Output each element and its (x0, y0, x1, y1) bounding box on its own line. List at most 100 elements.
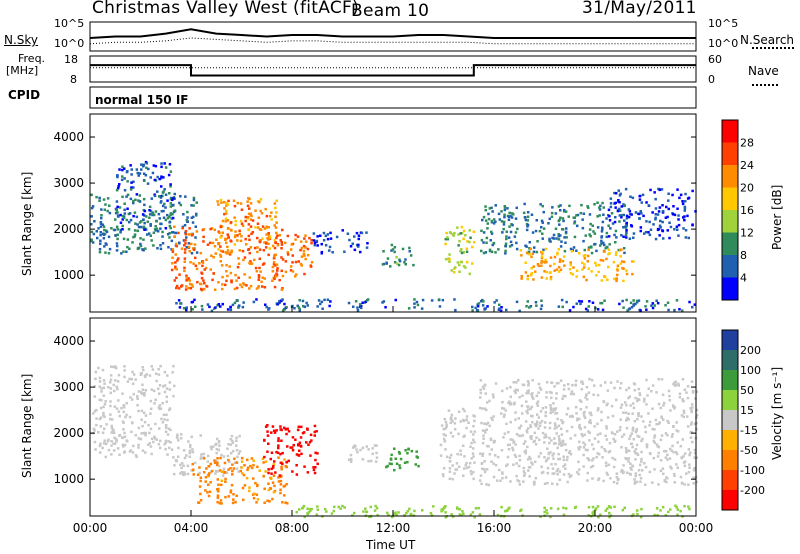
nave-legend-line (752, 84, 778, 86)
velocity-cell (551, 454, 554, 457)
power-cell (217, 242, 220, 246)
velocity-cell (605, 438, 609, 441)
power-cell (187, 245, 191, 249)
velocity-cell (301, 431, 305, 435)
velocity-cell (552, 457, 555, 460)
power-cell (194, 236, 197, 239)
power-cell (510, 243, 514, 247)
velocity-cell (113, 405, 117, 408)
velocity-cell (462, 474, 465, 477)
velocity-cell (157, 387, 160, 390)
velocity-cell (619, 426, 622, 429)
velocity-cell (660, 415, 663, 418)
velocity-cell (595, 507, 598, 510)
power-cell (226, 219, 230, 222)
velocity-cell (215, 447, 219, 451)
power-cell (268, 214, 272, 218)
velocity-cell (654, 418, 658, 422)
velocity-cell (608, 442, 612, 445)
velocity-cell (551, 482, 554, 485)
power-cell (653, 191, 656, 194)
velocity-cell (109, 413, 112, 416)
velocity-cell (505, 387, 509, 390)
power-cell (495, 299, 498, 302)
velocity-cell (349, 460, 353, 463)
velocity-cell (521, 394, 524, 397)
power-cell (365, 246, 369, 249)
power-cell (265, 233, 268, 236)
velocity-cell (459, 449, 462, 452)
power-cell (224, 220, 228, 223)
velocity-cell (199, 476, 203, 479)
velocity-cell (170, 448, 174, 451)
power-cell (573, 216, 577, 219)
power-cell (599, 301, 602, 305)
power-cell (559, 234, 562, 237)
velocity-cell (604, 449, 607, 453)
velocity-cell (686, 415, 689, 418)
power-cell (271, 244, 275, 248)
velocity-cell (163, 384, 167, 387)
velocity-cell (545, 396, 548, 399)
power-cell (520, 277, 523, 280)
velocity-cell (398, 452, 401, 455)
velocity-cell (224, 477, 227, 481)
velocity-cell (375, 506, 379, 510)
velocity-cell (235, 461, 238, 464)
power-cell (651, 302, 655, 305)
power-cell (205, 285, 209, 288)
velocity-cell (636, 399, 639, 403)
velocity-cell (553, 437, 556, 440)
power-cell (263, 286, 267, 289)
power-cell (675, 299, 679, 302)
velocity-cell (627, 418, 630, 421)
velocity-cell (220, 502, 223, 505)
power-cell (622, 306, 625, 309)
velocity-cell (615, 475, 619, 479)
velocity-cell (110, 426, 114, 430)
power-heatmap (90, 160, 697, 313)
power-cell (645, 300, 649, 303)
power-cell (202, 287, 206, 291)
power-cell (285, 306, 288, 309)
velocity-cell (616, 430, 619, 433)
velocity-cell (550, 396, 553, 400)
velocity-cell (640, 460, 643, 463)
velocity-cell (227, 495, 230, 498)
power-cell (154, 210, 158, 213)
power-cell (540, 261, 543, 264)
power-cell (194, 256, 197, 260)
power-cell (114, 211, 118, 215)
power-cell (141, 248, 144, 251)
power-cell (259, 270, 262, 273)
power-cell (167, 173, 171, 177)
power-cell (167, 246, 170, 249)
velocity-cell (233, 461, 237, 464)
velocity-cell (121, 420, 125, 423)
power-cell (289, 269, 293, 272)
power-cell (541, 204, 544, 208)
power-cell (130, 186, 133, 189)
power-cell (303, 237, 306, 240)
velocity-cell (246, 466, 250, 469)
velocity-cell (243, 464, 246, 467)
power-cell (121, 175, 124, 178)
velocity-cell (279, 491, 282, 495)
velocity-cell (690, 409, 693, 412)
power-cell (316, 305, 319, 308)
power-cell (274, 264, 277, 267)
power-cell (161, 242, 165, 245)
power-cell (185, 236, 188, 239)
power-cell (230, 279, 233, 282)
velocity-cell (114, 437, 118, 441)
power-cell (121, 224, 124, 228)
velocity-cell (527, 408, 530, 411)
power-cell (247, 228, 251, 232)
power-cell (270, 218, 273, 221)
velocity-cell (625, 419, 628, 422)
velocity-cell (179, 437, 183, 440)
velocity-cell (578, 417, 581, 421)
velocity-cell (652, 439, 655, 443)
velocity-cell (125, 401, 128, 405)
velocity-cell (481, 385, 485, 389)
